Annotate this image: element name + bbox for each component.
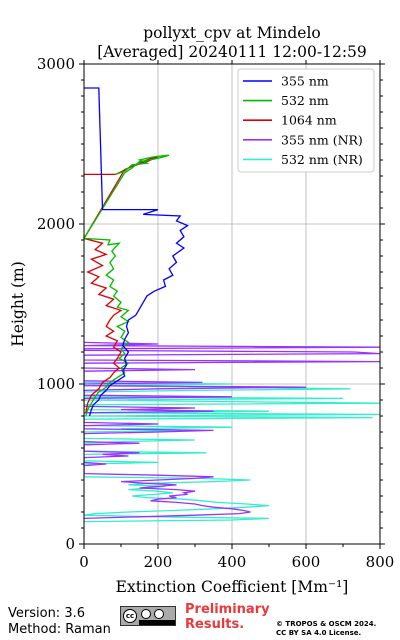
cc-license-badge: cc (120, 606, 176, 626)
x-tick-label: 400 (218, 553, 247, 571)
y-tick-label: 3000 (37, 55, 75, 73)
series-line-532-nm (84, 154, 170, 417)
legend-box (237, 68, 375, 173)
x-tick-label: 200 (144, 553, 173, 571)
legend-label: 532 nm (281, 93, 329, 108)
legend-label: 532 nm (NR) (281, 152, 363, 167)
copyright-line-2: CC BY SA 4.0 License. (276, 629, 362, 637)
series-line-355-nm-nr- (84, 341, 380, 520)
legend: 355 nm 532 nm 1064 nm 355 nm (NR) 532 nm (NR… (237, 68, 375, 173)
cc-icon: cc (123, 609, 137, 623)
preliminary-note: Preliminary Results. (185, 602, 270, 632)
legend-label: 1064 nm (281, 113, 337, 128)
by-icon (141, 609, 151, 619)
copyright-line-1: © TROPOS & OSCM 2024. (276, 620, 377, 628)
preliminary-line-1: Preliminary (185, 602, 270, 617)
extinction-profile-chart: pollyxt_cpv at Mindelo [Averaged] 202401… (9, 24, 395, 596)
axis-ticks: 0 200 400 600 800 0 1000 2000 3000 (37, 55, 395, 571)
preliminary-line-2: Results. (185, 617, 245, 632)
license-strip (139, 620, 175, 625)
y-tick-label: 1000 (37, 375, 75, 393)
x-tick-label: 600 (292, 553, 321, 571)
legend-label: 355 nm (281, 74, 329, 89)
y-tick-label: 0 (65, 535, 75, 553)
legend-label: 355 nm (NR) (281, 132, 363, 147)
method-text: Method: Raman (8, 622, 111, 637)
x-axis-label: Extinction Coefficient [Mm⁻¹] (116, 578, 349, 596)
y-axis-label: Height (m) (9, 261, 27, 347)
sa-icon (154, 609, 164, 619)
version-text: Version: 3.6 (8, 606, 85, 621)
chart-subtitle: [Averaged] 20240111 12:00-12:59 (97, 43, 367, 61)
y-tick-label: 2000 (37, 215, 75, 233)
series-line-1064-nm (84, 156, 159, 413)
series-line-355-nm (84, 87, 189, 417)
series-lines (84, 87, 380, 523)
x-tick-label: 0 (79, 553, 89, 571)
series-line-532-nm-nr- (84, 381, 380, 523)
x-tick-label: 800 (366, 553, 395, 571)
copyright-note: © TROPOS & OSCM 2024. CC BY SA 4.0 Licen… (276, 620, 376, 638)
chart-title: pollyxt_cpv at Mindelo (143, 24, 321, 42)
